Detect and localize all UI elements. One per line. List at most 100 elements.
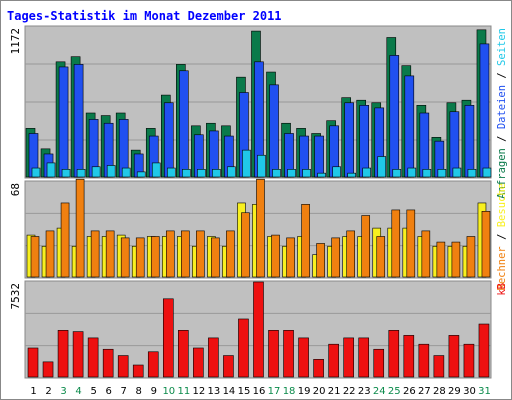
- dateien-bar: [419, 112, 430, 178]
- kb-bar: [178, 330, 189, 378]
- rechner-bar: [376, 236, 386, 278]
- x-tick-label: 22: [343, 386, 356, 397]
- kb-bar: [117, 355, 129, 378]
- x-tick-label: 11: [177, 386, 190, 397]
- x-tick-label: 8: [136, 386, 142, 397]
- rechner-bar: [120, 237, 130, 278]
- x-tick-label: 21: [328, 386, 341, 397]
- seiten-bar: [31, 167, 41, 178]
- dateien-bar: [73, 64, 84, 178]
- rechner-bar: [105, 230, 115, 278]
- seiten-bar: [166, 167, 176, 178]
- seiten-bar: [482, 167, 492, 178]
- dateien-bar: [179, 70, 189, 178]
- legend-separator: /: [496, 227, 508, 246]
- x-tick-label: 7: [121, 386, 127, 397]
- x-tick-label: 1: [30, 386, 36, 397]
- kb-bar: [463, 343, 475, 378]
- rechner-bar: [316, 243, 325, 278]
- rechner-bar: [226, 230, 235, 278]
- x-tick-label: 6: [105, 386, 111, 397]
- x-tick-label: 16: [253, 386, 266, 397]
- kb-bar: [147, 351, 159, 378]
- kb-bar: [343, 337, 354, 378]
- seiten-bar: [197, 169, 206, 178]
- rechner-bar: [361, 215, 371, 278]
- x-tick-label: 20: [313, 386, 326, 397]
- legend-entry: Dateien: [496, 85, 508, 129]
- legend-separator: /: [496, 66, 508, 85]
- kb-bar: [298, 337, 309, 378]
- kb-bar: [418, 343, 430, 378]
- legend-hits: Anfragen / Dateien / Seiten: [496, 28, 508, 199]
- x-tick-label: 19: [298, 386, 311, 397]
- rechner-bar: [256, 178, 265, 278]
- legend-separator: /: [496, 129, 508, 148]
- kb-bar: [162, 298, 174, 378]
- dateien-bar: [314, 135, 324, 178]
- kb-bar: [388, 330, 400, 378]
- seiten-bar: [242, 149, 251, 178]
- kb-bar: [208, 337, 219, 378]
- kb-bar: [313, 359, 324, 378]
- rechner-bar: [466, 236, 476, 278]
- seiten-bar: [46, 162, 56, 178]
- rechner-bar: [301, 204, 310, 278]
- dateien-bar: [344, 102, 354, 178]
- dateien-bar: [404, 75, 415, 178]
- rechner-bar: [165, 230, 175, 278]
- seiten-bar: [76, 169, 86, 178]
- x-tick-label: 4: [75, 386, 81, 397]
- kb-bar: [268, 330, 279, 378]
- rechner-bar: [331, 237, 340, 278]
- x-tick-label: 17: [268, 386, 281, 397]
- rechner-bar: [45, 230, 55, 278]
- seiten-bar: [437, 169, 447, 178]
- kb-bar: [403, 335, 415, 378]
- x-tick-label: 23: [358, 386, 371, 397]
- seiten-bar: [407, 167, 417, 178]
- seiten-bar: [467, 169, 477, 178]
- kb-bar: [373, 348, 385, 378]
- seiten-bar: [257, 154, 266, 178]
- rechner-bar: [181, 230, 190, 278]
- kb-bar: [433, 355, 445, 378]
- seiten-bar: [91, 166, 101, 178]
- legend-entry: Rechner: [496, 246, 508, 290]
- rechner-bar: [135, 237, 145, 278]
- rechner-bar: [481, 211, 491, 278]
- seiten-bar: [377, 156, 387, 178]
- kb-bar: [478, 323, 490, 378]
- seiten-bar: [452, 167, 462, 178]
- legend-entry: Besuche: [496, 183, 508, 227]
- dateien-bar: [359, 105, 370, 178]
- dateien-bar: [449, 111, 460, 178]
- rechner-bar: [421, 230, 431, 278]
- x-tick-label: 12: [193, 386, 206, 397]
- dateien-bar: [464, 105, 475, 178]
- seiten-bar: [227, 166, 236, 178]
- seiten-bar: [121, 167, 131, 178]
- seiten-bar: [136, 171, 146, 178]
- x-tick-label: 31: [478, 386, 491, 397]
- seiten-bar: [151, 162, 161, 178]
- seiten-bar: [272, 169, 281, 178]
- legend-entry: Seiten: [496, 28, 508, 66]
- rechner-bar: [241, 212, 250, 278]
- seiten-bar: [182, 169, 191, 178]
- kb-bar: [358, 337, 370, 378]
- x-tick-label: 3: [60, 386, 66, 397]
- x-tick-label: 9: [151, 386, 157, 397]
- seiten-bar: [212, 169, 221, 178]
- kb-bar: [27, 347, 39, 378]
- x-tick-label: 15: [238, 386, 251, 397]
- rechner-bar: [75, 178, 85, 278]
- legend-entry: kB: [496, 283, 508, 296]
- rechner-bar: [271, 234, 280, 278]
- x-tick-label: 30: [463, 386, 476, 397]
- rechner-bar: [286, 237, 295, 278]
- x-tick-label: 28: [433, 386, 446, 397]
- x-tick-label: 13: [208, 386, 221, 397]
